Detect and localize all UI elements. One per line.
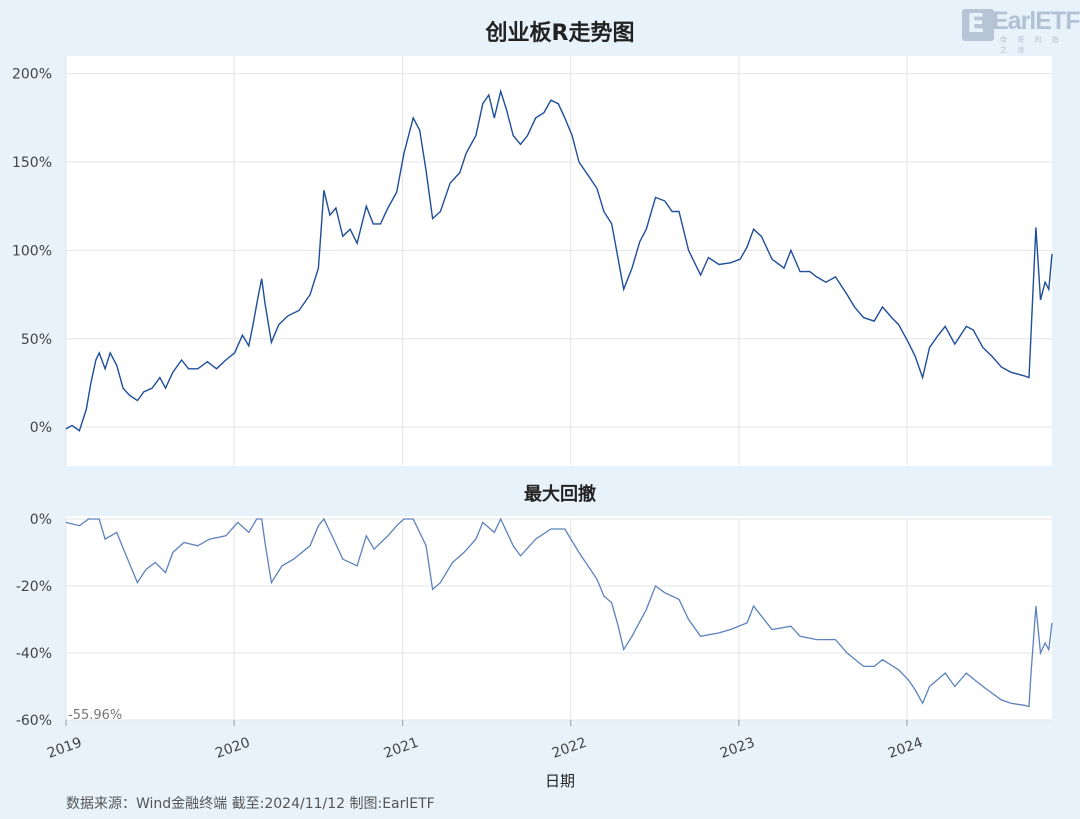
x-tick-label: 2024 (886, 735, 925, 762)
x-tick-label: 2023 (718, 735, 757, 762)
main-ytick-label: 0% (30, 420, 52, 436)
dd-ytick-label: 0% (30, 512, 52, 528)
max-drawdown-label: -55.96% (68, 708, 122, 723)
earletf-logo: E EarlETF 帝 哥 的 指 之 道 (962, 7, 1080, 54)
logo-badge: E (962, 9, 994, 41)
x-tick-label: 2020 (213, 735, 252, 762)
drawdown-line (65, 517, 1053, 708)
dd-ytick-label: -60% (16, 713, 52, 729)
cumulative-return-line (65, 88, 1053, 432)
main-plot-area (66, 56, 1052, 466)
x-tick-label: 2021 (382, 735, 421, 762)
main-ytick-label: 150% (12, 155, 52, 171)
chart-title: 创业板R走势图 (485, 20, 635, 46)
x-tick-label: 2019 (45, 735, 84, 762)
dd-ytick-label: -20% (16, 579, 52, 595)
main-ytick-label: 50% (21, 332, 52, 348)
logo-subtext: 帝 哥 的 指 之 道 (1000, 36, 1063, 54)
logo-text: EarlETF (992, 7, 1080, 35)
main-ytick-label: 200% (12, 67, 52, 83)
x-axis-label: 日期 (545, 772, 575, 790)
main-ytick-label: 100% (12, 243, 52, 259)
x-tick-label: 2022 (550, 735, 589, 762)
dd-ytick-label: -40% (16, 646, 52, 662)
data-source-footer: 数据来源：Wind金融终端 截至:2024/11/12 制图:EarlETF (66, 796, 435, 812)
drawdown-plot-area (66, 516, 1052, 720)
drawdown-title: 最大回撤 (524, 483, 596, 505)
